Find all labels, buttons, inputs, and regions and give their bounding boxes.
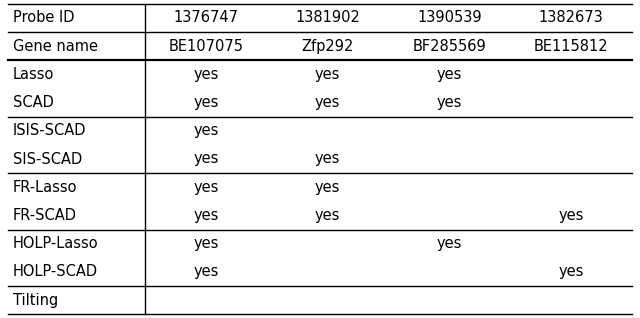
Text: yes: yes	[558, 264, 584, 279]
Text: Lasso: Lasso	[13, 67, 54, 82]
Text: yes: yes	[558, 208, 584, 223]
Text: Zfp292: Zfp292	[301, 39, 354, 54]
Text: yes: yes	[315, 95, 340, 110]
Text: FR-SCAD: FR-SCAD	[13, 208, 77, 223]
Text: Gene name: Gene name	[13, 39, 98, 54]
Text: yes: yes	[193, 236, 219, 251]
Text: 1382673: 1382673	[538, 10, 604, 25]
Text: Tilting: Tilting	[13, 293, 58, 308]
Text: BE115812: BE115812	[534, 39, 608, 54]
Text: yes: yes	[436, 95, 462, 110]
Text: FR-Lasso: FR-Lasso	[13, 180, 77, 195]
Text: ISIS-SCAD: ISIS-SCAD	[13, 123, 86, 138]
Text: SIS-SCAD: SIS-SCAD	[13, 151, 82, 167]
Text: yes: yes	[193, 151, 219, 167]
Text: yes: yes	[193, 180, 219, 195]
Text: yes: yes	[436, 67, 462, 82]
Text: yes: yes	[315, 151, 340, 167]
Text: yes: yes	[436, 236, 462, 251]
Text: yes: yes	[193, 67, 219, 82]
Text: yes: yes	[193, 208, 219, 223]
Text: yes: yes	[193, 123, 219, 138]
Text: yes: yes	[315, 180, 340, 195]
Text: 1381902: 1381902	[295, 10, 360, 25]
Text: BE107075: BE107075	[168, 39, 244, 54]
Text: SCAD: SCAD	[13, 95, 54, 110]
Text: HOLP-Lasso: HOLP-Lasso	[13, 236, 99, 251]
Text: yes: yes	[315, 208, 340, 223]
Text: HOLP-SCAD: HOLP-SCAD	[13, 264, 98, 279]
Text: yes: yes	[193, 264, 219, 279]
Text: yes: yes	[193, 95, 219, 110]
Text: yes: yes	[315, 67, 340, 82]
Text: 1376747: 1376747	[173, 10, 239, 25]
Text: Probe ID: Probe ID	[13, 10, 74, 25]
Text: 1390539: 1390539	[417, 10, 481, 25]
Text: BF285569: BF285569	[412, 39, 486, 54]
